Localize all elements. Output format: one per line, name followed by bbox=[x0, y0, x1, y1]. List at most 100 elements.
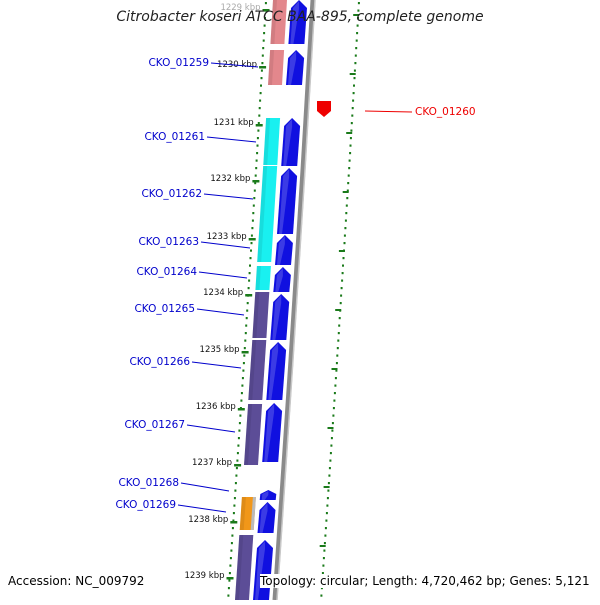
gene-leader-line bbox=[180, 482, 230, 492]
gene-label[interactable]: CKO_01266 bbox=[129, 356, 190, 368]
genome-backbone bbox=[272, 0, 316, 601]
gene-label[interactable]: CKO_01267 bbox=[124, 419, 185, 431]
outer-ring-dot bbox=[344, 219, 347, 222]
cog-segment-shade bbox=[244, 404, 253, 465]
gene-leader-line bbox=[203, 193, 254, 200]
inner-ring-dot bbox=[246, 309, 249, 312]
outer-ring-tick bbox=[342, 191, 349, 193]
outer-ring-tick bbox=[353, 14, 360, 16]
cds-arrow-highlight bbox=[268, 343, 279, 400]
outer-ring-dot bbox=[351, 114, 354, 117]
outer-ring-dot bbox=[338, 324, 341, 327]
inner-ring-dot bbox=[240, 399, 243, 402]
inner-ring-dot bbox=[260, 77, 263, 80]
outer-ring-dot bbox=[326, 504, 329, 507]
outer-ring-tick bbox=[335, 309, 342, 311]
inner-ring-dot bbox=[230, 549, 233, 552]
cog-segment-shade bbox=[235, 535, 244, 600]
inner-ring-dot bbox=[233, 497, 236, 500]
outer-ring-dot bbox=[320, 594, 323, 597]
kbp-tick-label: 1229 kbp bbox=[220, 3, 260, 13]
inner-ring-dot bbox=[254, 182, 257, 185]
gene-leader-line bbox=[186, 424, 236, 433]
cds-arrow bbox=[288, 0, 307, 44]
outer-ring-dot bbox=[354, 54, 357, 57]
inner-ring-dot bbox=[228, 579, 231, 582]
inner-ring-dot bbox=[259, 99, 262, 102]
cog-segment bbox=[268, 50, 285, 85]
outer-ring-dot bbox=[343, 234, 346, 237]
outer-ring-dot bbox=[351, 107, 354, 110]
inner-tick-ring bbox=[226, 2, 270, 597]
gene-label[interactable]: CKO_01260 bbox=[415, 106, 476, 118]
cds-arrow bbox=[270, 294, 290, 340]
inner-ring-dot bbox=[260, 69, 263, 72]
outer-ring-dot bbox=[353, 69, 356, 72]
outer-tick-ring bbox=[319, 2, 360, 597]
outer-ring-dot bbox=[352, 92, 355, 95]
cog-segment-shade bbox=[268, 50, 275, 85]
inner-ring-dot bbox=[233, 504, 236, 507]
outer-ring-dot bbox=[342, 264, 344, 267]
inner-ring-dot bbox=[234, 482, 237, 485]
outer-ring-dot bbox=[349, 152, 352, 155]
cds-arrow-highlight bbox=[277, 236, 285, 265]
inner-ring-dot bbox=[258, 114, 261, 117]
outer-ring-dot bbox=[350, 129, 353, 132]
outer-ring-dot bbox=[335, 369, 338, 372]
inner-ring-dot bbox=[260, 84, 262, 87]
inner-ring-dot bbox=[251, 219, 254, 222]
outer-ring-tick bbox=[331, 368, 338, 370]
outer-ring-dot bbox=[321, 572, 324, 575]
accession-label: Accession: NC_009792 bbox=[8, 574, 145, 588]
outer-ring-dot bbox=[334, 384, 337, 387]
inner-ring-dot bbox=[258, 107, 261, 110]
gene-label[interactable]: CKO_01264 bbox=[136, 266, 197, 278]
kbp-tick-mark bbox=[241, 351, 249, 354]
inner-ring-dot bbox=[239, 414, 242, 417]
gene-leader-line bbox=[196, 308, 245, 316]
kbp-tick-label: 1234 kbp bbox=[203, 288, 243, 298]
outer-ring-dot bbox=[328, 474, 331, 477]
gene-label-layer: CKO_01259 CKO_01260 CKO_01261 CKO_01262 CKO_… bbox=[115, 57, 476, 513]
kbp-tick-mark bbox=[226, 577, 234, 580]
gene-label[interactable]: CKO_01262 bbox=[141, 188, 202, 200]
kbp-tick-mark bbox=[259, 66, 267, 69]
cog-segment bbox=[248, 340, 267, 400]
gene-label[interactable]: CKO_01265 bbox=[134, 303, 195, 315]
inner-ring-dot bbox=[253, 189, 256, 192]
gene-label[interactable]: CKO_01268 bbox=[118, 477, 179, 489]
cds-arrow-highlight bbox=[290, 1, 299, 44]
outer-ring-dot bbox=[345, 212, 348, 215]
inner-ring-dot bbox=[232, 519, 235, 522]
kbp-tick-mark bbox=[234, 464, 242, 467]
outer-ring-dot bbox=[336, 354, 339, 357]
outer-ring-dot bbox=[348, 159, 351, 162]
outer-ring-dot bbox=[325, 519, 328, 522]
inner-ring-dot bbox=[264, 2, 267, 5]
topology-label: Topology: circular; Length: 4,720,462 bp… bbox=[260, 574, 590, 588]
gene-label[interactable]: CKO_01269 bbox=[115, 499, 176, 511]
outer-ring-tick bbox=[349, 73, 356, 75]
inner-ring-dot bbox=[255, 167, 258, 170]
cog-segment-shade bbox=[255, 266, 261, 290]
cog-segment bbox=[255, 266, 271, 290]
outer-ring-dot bbox=[347, 182, 350, 185]
gene-label[interactable]: CKO_01259 bbox=[148, 57, 209, 69]
cds-arrow-highlight bbox=[275, 268, 283, 292]
inner-ring-dot bbox=[235, 474, 238, 477]
inner-ring-dot bbox=[238, 422, 241, 425]
inner-ring-dot bbox=[229, 564, 232, 567]
kbp-tick-mark bbox=[245, 294, 253, 297]
inner-ring-dot bbox=[256, 144, 259, 147]
outer-ring-dot bbox=[323, 542, 326, 545]
gene-label[interactable]: CKO_01261 bbox=[144, 131, 205, 143]
gene-label[interactable]: CKO_01263 bbox=[138, 236, 199, 248]
inner-ring-dot bbox=[237, 437, 240, 440]
backbone-highlight bbox=[276, 0, 316, 601]
cog-segment bbox=[257, 166, 278, 262]
cds-arrow bbox=[286, 50, 305, 85]
inner-ring-dot bbox=[231, 527, 234, 530]
